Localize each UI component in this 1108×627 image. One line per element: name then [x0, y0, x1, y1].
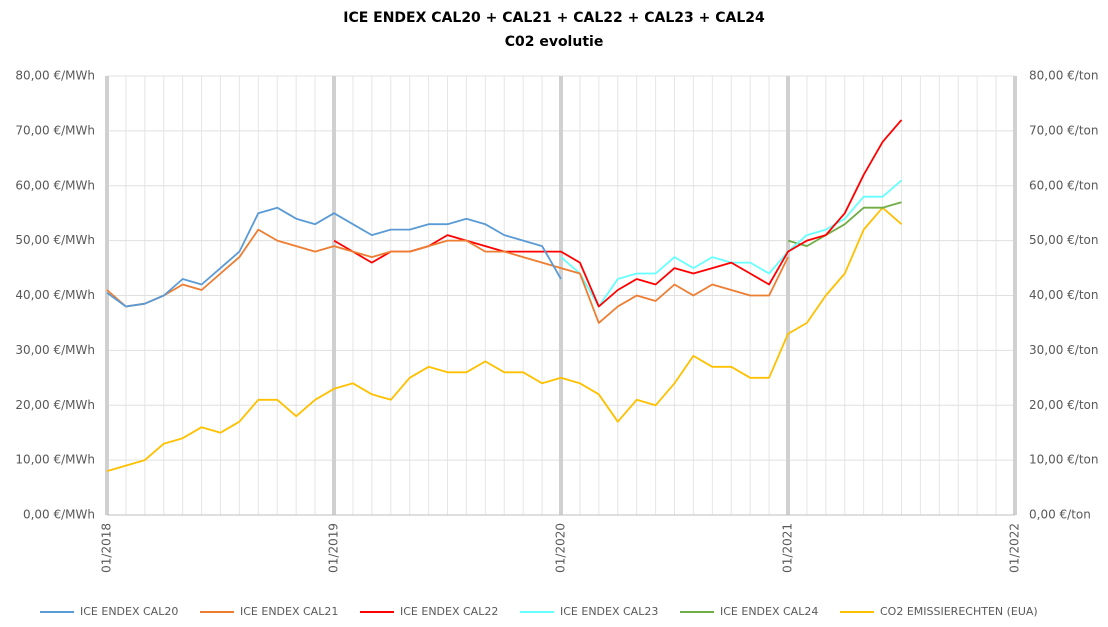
y-tick-label: 40,00 €/MWh [15, 288, 95, 302]
y2-tick-label: 80,00 €/ton [1029, 69, 1099, 83]
y2-tick-label: 70,00 €/ton [1029, 123, 1099, 137]
x-tick-label: 01/2022 [1008, 523, 1022, 573]
legend-label: ICE ENDEX CAL22 [400, 605, 498, 618]
x-tick-label: 01/2018 [100, 523, 114, 573]
y-tick-label: 50,00 €/MWh [15, 233, 95, 247]
y-tick-label: 10,00 €/MWh [15, 453, 95, 467]
y-tick-label: 20,00 €/MWh [15, 398, 95, 412]
legend-label: ICE ENDEX CAL23 [560, 605, 658, 618]
x-tick-label: 01/2021 [781, 523, 795, 573]
y2-tick-label: 0,00 €/ton [1029, 508, 1091, 522]
y-tick-label: 80,00 €/MWh [15, 69, 95, 83]
y-tick-label: 0,00 €/MWh [23, 508, 95, 522]
legend-label: CO2 EMISSIERECHTEN (EUA) [880, 605, 1038, 618]
x-tick-label: 01/2019 [327, 523, 341, 573]
legend-label: ICE ENDEX CAL21 [240, 605, 338, 618]
series-line [106, 228, 789, 324]
y2-tick-label: 40,00 €/ton [1029, 288, 1099, 302]
y-tick-label: 70,00 €/MWh [15, 123, 95, 137]
x-tick-label: 01/2020 [554, 523, 568, 573]
series-line [106, 206, 562, 308]
y2-tick-label: 30,00 €/ton [1029, 343, 1099, 357]
y2-tick-label: 10,00 €/ton [1029, 453, 1099, 467]
y-tick-label: 30,00 €/MWh [15, 343, 95, 357]
legend-label: ICE ENDEX CAL24 [720, 605, 818, 618]
y2-tick-label: 50,00 €/ton [1029, 233, 1099, 247]
y-tick-label: 60,00 €/MWh [15, 178, 95, 192]
chart-subtitle: C02 evolutie [505, 34, 604, 50]
series-line [106, 206, 903, 472]
legend-label: ICE ENDEX CAL20 [80, 605, 178, 618]
series-line [787, 201, 902, 247]
y2-tick-label: 20,00 €/ton [1029, 398, 1099, 412]
y2-tick-label: 60,00 €/ton [1029, 178, 1099, 192]
chart-title: ICE ENDEX CAL20 + CAL21 + CAL22 + CAL23 … [343, 10, 765, 26]
